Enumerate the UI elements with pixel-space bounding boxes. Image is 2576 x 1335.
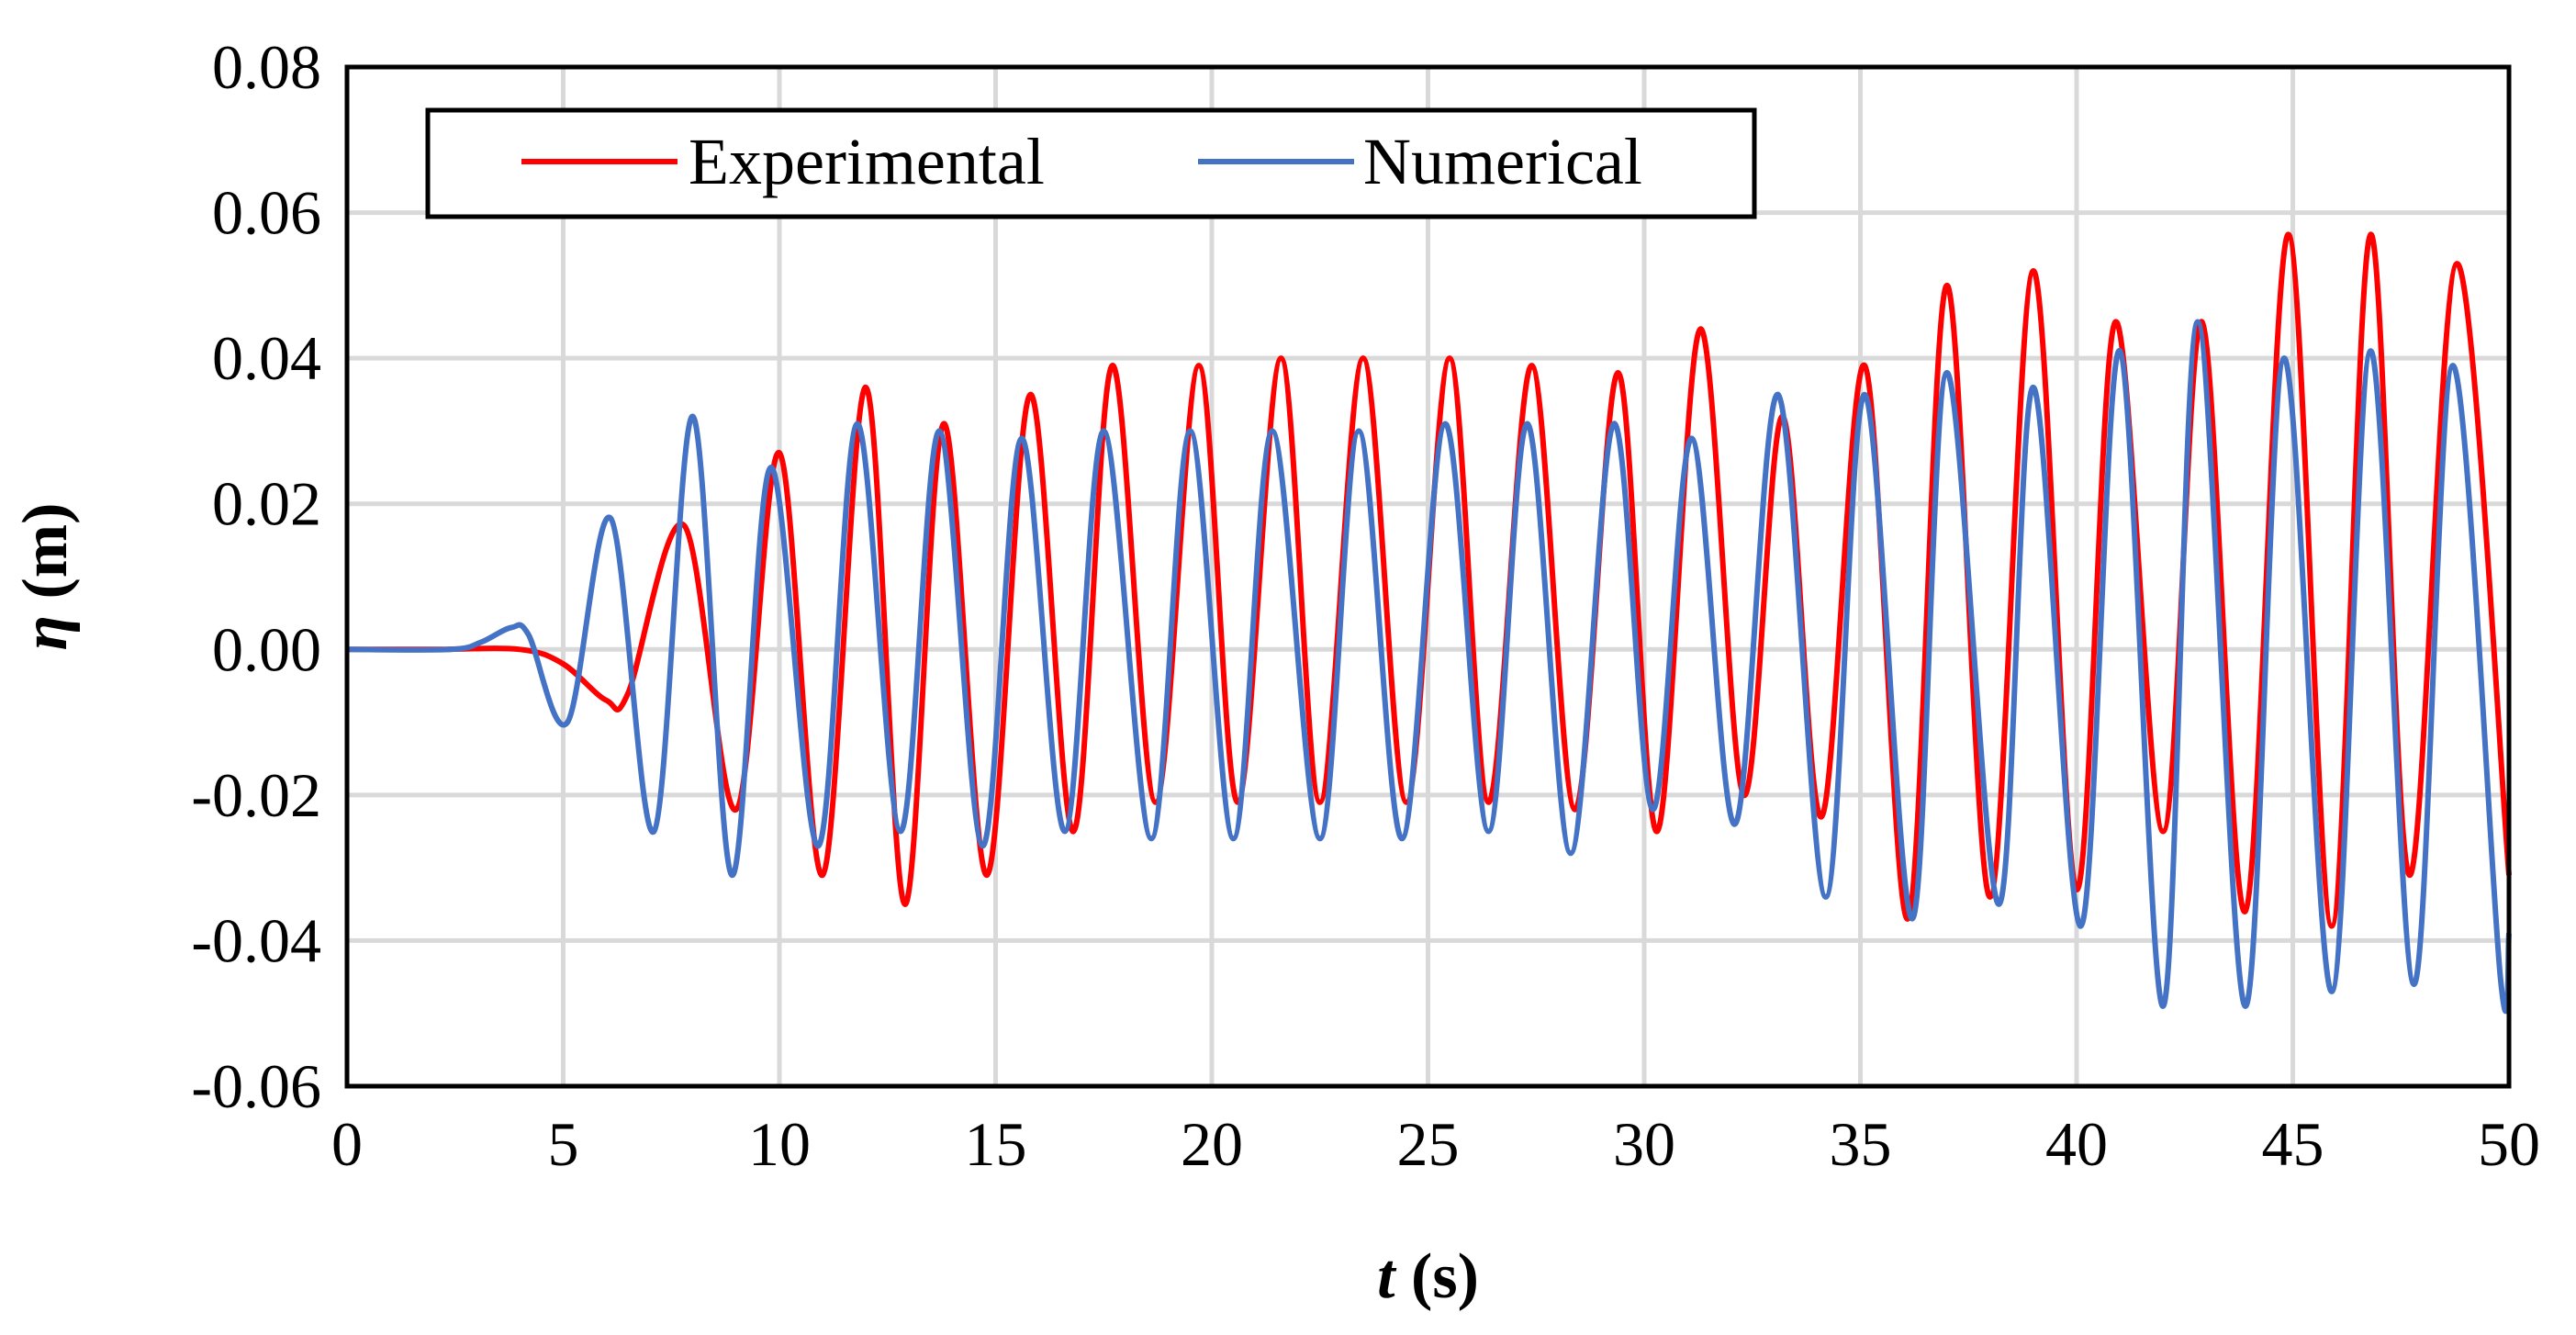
y-tick-label: 0.06 <box>212 178 321 248</box>
legend-label-experimental: Experimental <box>689 125 1045 198</box>
x-tick-label: 10 <box>748 1109 811 1179</box>
y-tick-labels: -0.06 -0.04 -0.02 0.00 0.02 0.04 0.06 0.08 <box>191 32 321 1121</box>
y-axis-symbol: η <box>10 615 81 650</box>
x-tick-labels: 0 5 10 15 20 25 30 35 40 45 50 <box>331 1109 2540 1179</box>
series-layer <box>346 231 2512 1015</box>
y-axis-unit: (m) <box>10 503 81 615</box>
x-tick-label: 25 <box>1397 1109 1460 1179</box>
y-tick-label: -0.06 <box>191 1051 321 1121</box>
series-line-numerical <box>346 319 2512 1015</box>
x-tick-label: 0 <box>331 1109 363 1179</box>
y-tick-label: -0.02 <box>191 760 321 830</box>
x-tick-label: 50 <box>2478 1109 2540 1179</box>
x-tick-label: 40 <box>2045 1109 2108 1179</box>
x-axis-title: t (s) <box>1377 1241 1479 1312</box>
y-tick-label: 0.08 <box>212 32 321 102</box>
legend-label-numerical: Numerical <box>1363 125 1642 198</box>
y-tick-label: 0.00 <box>212 614 321 684</box>
x-tick-label: 15 <box>965 1109 1027 1179</box>
legend: Experimental Numerical <box>425 107 1757 219</box>
x-axis-unit: (s) <box>1395 1241 1479 1312</box>
x-tick-label: 20 <box>1181 1109 1243 1179</box>
x-tick-label: 30 <box>1613 1109 1675 1179</box>
plot-frame <box>344 64 2512 1089</box>
x-tick-label: 5 <box>548 1109 579 1179</box>
y-tick-label: 0.04 <box>212 323 321 393</box>
y-axis-title: η (m) <box>10 503 81 651</box>
y-tick-label: 0.02 <box>212 469 321 539</box>
x-tick-label: 45 <box>2262 1109 2324 1179</box>
x-tick-label: 35 <box>1830 1109 1892 1179</box>
x-axis-symbol: t <box>1377 1241 1397 1312</box>
y-tick-label: -0.04 <box>191 905 321 975</box>
